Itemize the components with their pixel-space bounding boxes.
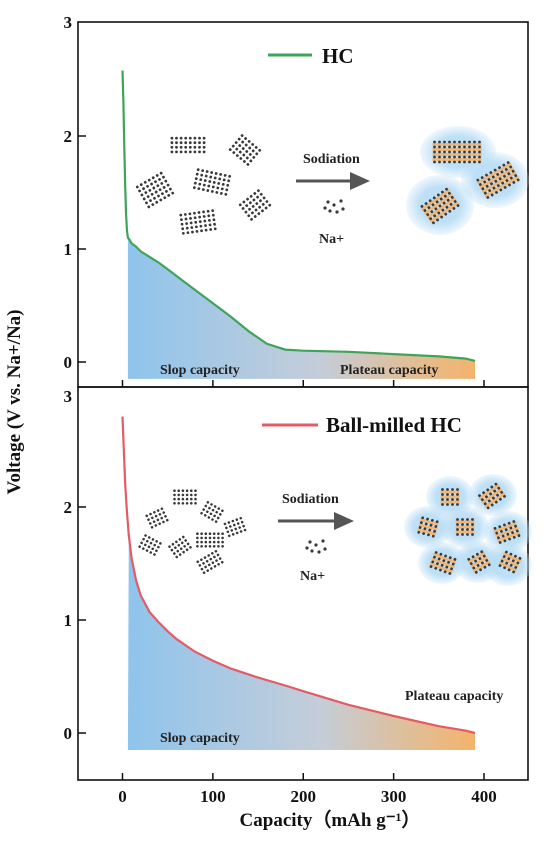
carbon-domain bbox=[238, 189, 272, 221]
carbon-structure-illustration bbox=[138, 474, 532, 586]
na-ion-dot bbox=[314, 543, 318, 547]
carbon-domain bbox=[476, 161, 520, 199]
y-tick-label: 2 bbox=[64, 498, 73, 517]
panel-ball-milled-hc: Ball-milled HC Slop capacity Plateau cap… bbox=[77, 386, 532, 781]
na-ion-dot bbox=[341, 207, 345, 211]
x-tick-label: 300 bbox=[381, 787, 407, 806]
panel-hc: HC Slop capacity Plateau capacity Sodiat… bbox=[77, 21, 529, 388]
carbon-domain bbox=[498, 550, 522, 574]
axis-ticks: 0 100 200 300 400 0 1 2 3 0 1 2 3 bbox=[64, 13, 497, 806]
carbon-domain bbox=[429, 551, 457, 575]
carbon-domain bbox=[223, 516, 247, 538]
x-tick-label: 200 bbox=[291, 787, 317, 806]
na-ion-dot bbox=[328, 209, 332, 213]
y-tick-label: 1 bbox=[64, 611, 73, 630]
na-ion-dot bbox=[321, 539, 325, 543]
carbon-domain bbox=[173, 489, 197, 505]
slop-capacity-label: Slop capacity bbox=[160, 731, 240, 746]
carbon-domain bbox=[493, 520, 521, 544]
sodiation-arrowhead bbox=[350, 172, 370, 190]
carbon-domain bbox=[417, 516, 439, 538]
ball-milled-curve bbox=[121, 416, 476, 735]
na-ion-dot bbox=[332, 203, 336, 207]
carbon-domain bbox=[440, 488, 460, 506]
y-tick-label: 0 bbox=[64, 353, 73, 372]
y-tick-label: 3 bbox=[64, 387, 73, 406]
ball-milled-slope-area bbox=[127, 535, 476, 750]
slop-capacity-label: Slop capacity bbox=[160, 363, 240, 378]
carbon-domain bbox=[228, 134, 262, 166]
na-ion-dot bbox=[317, 550, 321, 554]
legend-label-ball-milled: Ball-milled HC bbox=[326, 413, 462, 437]
y-tick-label: 1 bbox=[64, 240, 73, 259]
na-ion-dot bbox=[339, 199, 343, 203]
carbon-domain bbox=[478, 482, 506, 510]
na-ion-label: Na+ bbox=[300, 569, 325, 584]
na-ion-dot bbox=[308, 540, 312, 544]
hc-curve bbox=[121, 70, 476, 362]
carbon-domain bbox=[196, 532, 224, 548]
sodiation-label: Sodiation bbox=[282, 492, 339, 507]
carbon-domain bbox=[467, 550, 491, 574]
na-ion-dot bbox=[310, 549, 314, 553]
sodiation-arrowhead bbox=[334, 512, 354, 530]
y-tick-label: 3 bbox=[64, 13, 73, 32]
carbon-domain bbox=[455, 518, 475, 536]
na-ion-dot bbox=[323, 547, 327, 551]
na-ion-dot bbox=[335, 210, 339, 214]
carbon-structure-illustration bbox=[135, 126, 529, 235]
x-tick-label: 100 bbox=[200, 787, 226, 806]
na-ion-dot bbox=[305, 546, 309, 550]
na-ion-label: Na+ bbox=[319, 232, 344, 247]
x-tick-label: 400 bbox=[471, 787, 497, 806]
na-ion-dot bbox=[323, 206, 327, 210]
x-axis-label: Capacity（mAh g⁻¹） bbox=[240, 808, 421, 831]
carbon-domain bbox=[420, 187, 460, 225]
carbon-domain bbox=[168, 535, 192, 559]
legend-label-hc: HC bbox=[322, 44, 354, 68]
y-tick-label: 0 bbox=[64, 724, 73, 743]
x-tick-label: 0 bbox=[118, 787, 127, 806]
carbon-domain bbox=[170, 136, 206, 154]
y-tick-label: 2 bbox=[64, 127, 73, 146]
plateau-capacity-label: Plateau capacity bbox=[405, 689, 503, 704]
plateau-capacity-label: Plateau capacity bbox=[340, 363, 438, 378]
carbon-domain bbox=[192, 168, 232, 196]
carbon-domain bbox=[135, 171, 175, 209]
carbon-domain bbox=[138, 534, 162, 556]
carbon-domain bbox=[432, 140, 482, 164]
carbon-domain bbox=[200, 501, 224, 523]
hc-slope-area bbox=[127, 237, 476, 379]
y-axis-label: Voltage (V vs. Na+/Na) bbox=[4, 310, 25, 495]
carbon-domain bbox=[196, 549, 224, 575]
na-ion-dot bbox=[326, 200, 330, 204]
carbon-domain bbox=[145, 507, 169, 529]
sodiation-label: Sodiation bbox=[303, 152, 360, 167]
carbon-domain bbox=[179, 209, 217, 235]
